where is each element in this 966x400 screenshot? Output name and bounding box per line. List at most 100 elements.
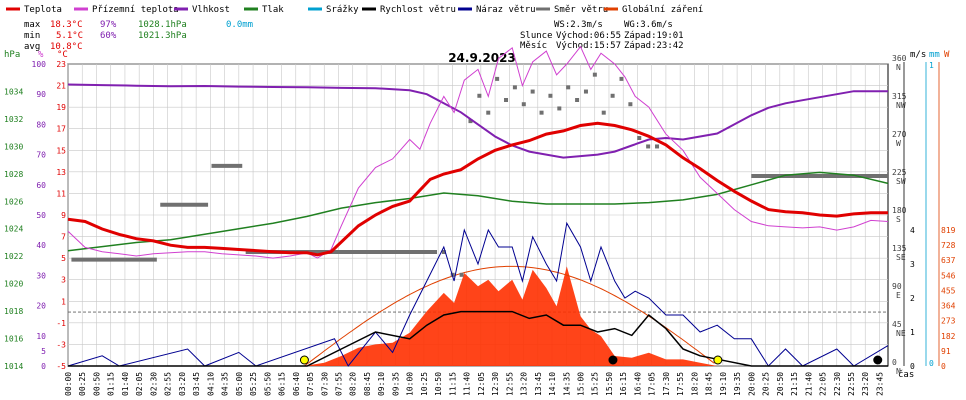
tick-label-degc: 17	[56, 125, 66, 134]
stats-min-press: 1021.3hPa	[138, 31, 187, 41]
tick-label-time: 02:55	[164, 372, 173, 396]
tick-label-time: 20:25	[762, 372, 771, 396]
tick-label-time: 16:40	[633, 372, 642, 396]
series-direction-point	[495, 76, 500, 81]
tick-label-degc: 9	[61, 211, 66, 220]
tick-label-hpa: 1034	[4, 87, 23, 96]
tick-label-time: 12:30	[491, 372, 500, 396]
series-direction-point	[592, 72, 597, 77]
tick-label-time: 09:10	[377, 372, 386, 396]
wind-ws: WS:2.3m/s	[554, 20, 603, 30]
tick-label-degc: 19	[56, 103, 66, 112]
tick-label-hpa: 1016	[4, 335, 23, 344]
legend-label: Teplota	[24, 5, 62, 15]
tick-label-time: 15:00	[577, 372, 586, 396]
tick-label-time: 20:50	[776, 372, 785, 396]
tick-label-time: 10:00	[406, 372, 415, 396]
tick-label-dir: 360	[892, 54, 907, 63]
tick-label-degc: 5	[61, 254, 66, 263]
sun-rise: Východ:06:55	[556, 31, 621, 41]
stats-max-label: max	[24, 20, 41, 30]
series-direction-point	[548, 93, 553, 98]
tick-label-time: 18:45	[705, 372, 714, 396]
tick-label-w: 546	[941, 271, 956, 280]
tick-label-time: 19:10	[719, 372, 728, 396]
tick-label-w: 819	[941, 226, 956, 235]
tick-label-time: 09:35	[391, 372, 400, 396]
moon-label: Měsíc	[520, 41, 547, 51]
legend-label: Směr větru	[554, 5, 608, 15]
tick-label-time: 17:05	[648, 372, 657, 396]
tick-label-pct: 30	[36, 271, 46, 280]
tick-label-time: 20:00	[747, 372, 756, 396]
tick-label-time: 00:50	[92, 372, 101, 396]
tick-label-pct: 20	[36, 302, 46, 311]
sunrise-marker	[299, 355, 309, 365]
tick-label-time: 23:20	[861, 372, 870, 396]
stats-max-temp: 18.3°C	[50, 20, 83, 30]
tick-label-w: 91	[941, 347, 951, 356]
tick-label-time: 08:45	[363, 372, 372, 396]
tick-label-degc: 13	[56, 168, 66, 177]
tick-label-time: 23:45	[875, 372, 884, 396]
tick-label-time: 07:55	[334, 372, 343, 396]
stats-avg-label: avg	[24, 42, 40, 52]
tick-label-dir-name: S	[896, 215, 901, 224]
tick-label-time: 08:20	[349, 372, 358, 396]
tick-label-time: 05:50	[263, 372, 272, 396]
tick-label-dir: 180	[892, 206, 907, 215]
tick-label-time: 17:30	[662, 372, 671, 396]
series-direction-point	[619, 76, 624, 81]
series-humidity-line	[67, 83, 888, 159]
tick-label-time: 11:15	[448, 372, 457, 396]
tick-label-dir-name: N	[896, 367, 901, 376]
tick-label-w: 273	[941, 317, 956, 326]
legend-label: Tlak	[262, 5, 284, 15]
series-direction-point	[459, 272, 464, 277]
legend-label: Náraz větru	[476, 5, 536, 15]
tick-label-time: 13:20	[520, 372, 529, 396]
tick-label-time: 10:50	[434, 372, 443, 396]
sun-label: Slunce	[520, 31, 553, 41]
series-direction-point	[601, 110, 606, 115]
tick-label-time: 07:30	[320, 372, 329, 396]
sun-set: Západ:19:01	[624, 31, 684, 41]
tick-label-dir: 270	[892, 130, 907, 139]
stats-min-label: min	[24, 31, 40, 41]
tick-label-time: 22:05	[819, 372, 828, 396]
tick-label-hpa: 1024	[4, 225, 23, 234]
stats-min-hum: 60%	[100, 31, 117, 41]
tick-label-w: 364	[941, 302, 956, 311]
sunset-marker	[713, 355, 723, 365]
series-direction-point	[628, 102, 633, 107]
tick-label-time: 07:05	[306, 372, 315, 396]
series-direction-point	[583, 89, 588, 94]
series-direction-point	[655, 144, 660, 149]
stats-max-hum: 97%	[100, 20, 117, 30]
tick-label-pct: 90	[36, 90, 46, 99]
tick-label-pct: 0	[41, 362, 46, 371]
legend-label: Přízemní teplota	[92, 5, 179, 15]
tick-label-time: 12:55	[505, 372, 514, 396]
tick-label-time: 16:15	[619, 372, 628, 396]
tick-label-dir: 135	[892, 244, 907, 253]
sun-moon-block: WS:2.3m/s WG:3.6m/s Slunce Východ:06:55 …	[520, 20, 684, 51]
series-direction-point	[504, 98, 509, 102]
tick-label-time: 02:30	[149, 372, 158, 396]
series-direction-point	[521, 102, 526, 107]
series-direction-point	[646, 144, 651, 149]
tick-label-degc: 15	[56, 146, 66, 155]
tick-label-dir: 45	[892, 320, 902, 329]
series-direction-point	[637, 136, 642, 140]
series-direction-point	[539, 110, 544, 115]
stats-block: max 18.3°C 97% 1028.1hPa 0.0mm min 5.1°C…	[24, 20, 253, 52]
series-direction-point	[468, 119, 473, 124]
unit-w: W	[944, 50, 950, 60]
unit-pct: %	[38, 50, 44, 60]
tick-label-time: 14:10	[548, 372, 557, 396]
tick-label-pct: 5	[41, 347, 46, 356]
moon-rise: Východ:15:57	[556, 41, 621, 51]
stats-max-rain: 0.0mm	[226, 20, 253, 30]
tick-label-time: 01:15	[107, 372, 116, 396]
